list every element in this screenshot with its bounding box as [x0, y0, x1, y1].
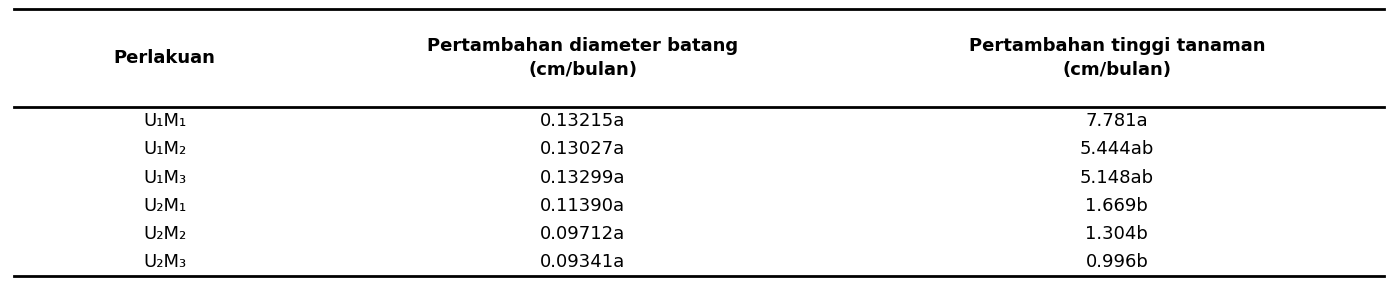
Text: 0.13215a: 0.13215a — [540, 112, 625, 130]
Text: 0.09712a: 0.09712a — [540, 225, 625, 243]
Text: Perlakuan: Perlakuan — [113, 49, 215, 67]
Text: 5.444ab: 5.444ab — [1079, 140, 1155, 158]
Text: Pertambahan tinggi tanaman
(cm/bulan): Pertambahan tinggi tanaman (cm/bulan) — [969, 37, 1265, 78]
Text: Pertambahan diameter batang
(cm/bulan): Pertambahan diameter batang (cm/bulan) — [426, 37, 738, 78]
Text: U₂M₂: U₂M₂ — [143, 225, 186, 243]
Text: 0.996b: 0.996b — [1085, 253, 1148, 271]
Text: U₁M₂: U₁M₂ — [143, 140, 186, 158]
Text: 1.669b: 1.669b — [1085, 197, 1148, 215]
Text: 7.781a: 7.781a — [1086, 112, 1148, 130]
Text: 0.11390a: 0.11390a — [540, 197, 625, 215]
Text: U₂M₃: U₂M₃ — [143, 253, 186, 271]
Text: 5.148ab: 5.148ab — [1079, 168, 1153, 186]
Text: U₂M₁: U₂M₁ — [143, 197, 186, 215]
Text: 1.304b: 1.304b — [1085, 225, 1148, 243]
Text: 0.13299a: 0.13299a — [540, 168, 625, 186]
Text: 0.13027a: 0.13027a — [540, 140, 625, 158]
Text: U₁M₁: U₁M₁ — [143, 112, 186, 130]
Text: U₁M₃: U₁M₃ — [143, 168, 186, 186]
Text: 0.09341a: 0.09341a — [540, 253, 625, 271]
